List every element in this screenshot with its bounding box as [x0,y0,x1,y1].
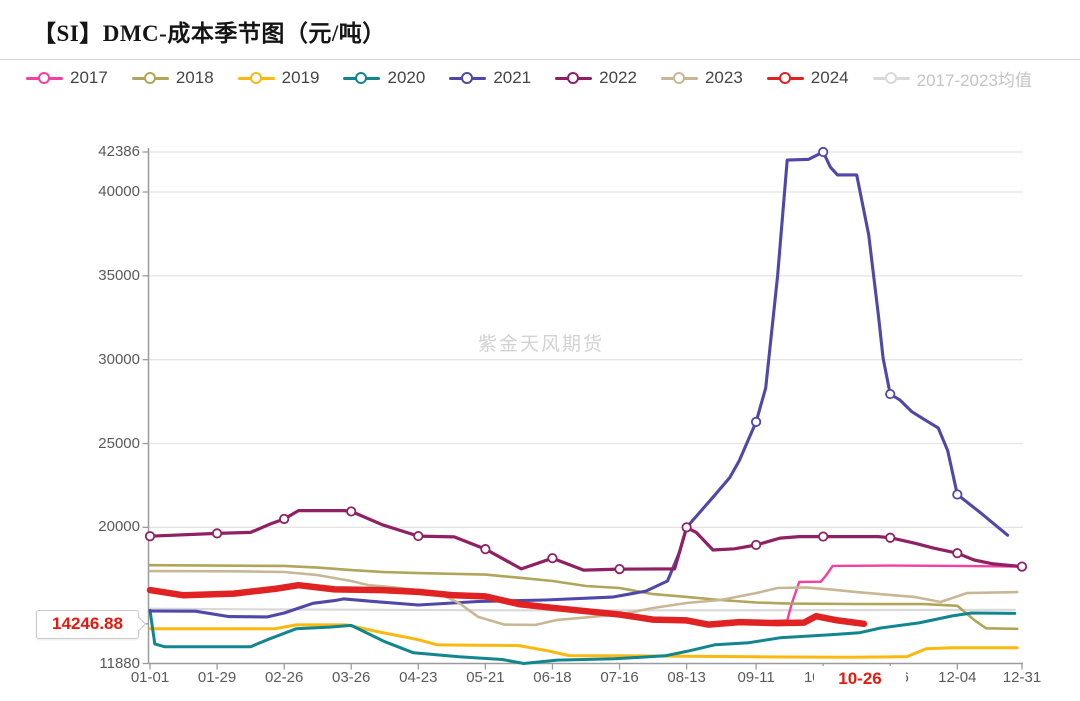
legend-swatch-icon [131,72,169,84]
legend-swatch-icon [449,72,487,84]
y-axis-label-40000: 40000 [98,183,140,200]
y-axis-label-20000: 20000 [98,518,140,536]
legend-label: 2018 [175,68,214,87]
current-date-label: 10-26 [838,668,882,688]
series-marker-2022-03-26 [346,506,357,517]
series-line-2019 [148,623,1019,659]
series-marker-2022-01-29 [211,528,223,539]
series-line-2021 [148,150,1010,619]
series-marker-2022-12-04 [952,548,963,559]
series-marker-2022-01-01 [144,531,156,542]
y-axis-label-30000: 30000 [98,350,140,368]
series-marker-2021-11-06 [885,388,896,400]
legend-label: 2022 [599,68,637,87]
current-date-badge: 10-26 [814,666,906,691]
current-value-callout: 14246.88 [36,609,147,639]
current-value-label: 14246.88 [52,614,123,634]
y-axis-label-35000: 35000 [98,266,140,284]
x-axis-label-01-29: 01-29 [197,669,237,686]
series-marker-2022-05-21 [480,544,491,555]
series-marker-2022-11-06 [885,532,896,543]
legend-swatch-icon [26,72,63,84]
series-line-2022 [148,509,1024,572]
x-axis-label-01-01: 01-01 [130,669,170,686]
legend-item-2021[interactable]: 2021 [449,68,531,88]
legend-swatch-icon [237,72,275,84]
legend-item-2024[interactable]: 2024 [766,68,849,88]
x-axis-label-09-11: 09-11 [737,669,775,686]
legend-label: 2024 [810,68,849,87]
y-axis-label-25000: 25000 [98,434,140,452]
legend-label: 2017 [70,68,108,87]
series-marker-2022-06-18 [547,553,558,564]
legend-item-2020[interactable]: 2020 [343,68,425,88]
x-axis-label-05-21: 05-21 [466,669,505,686]
series-line-2018 [148,563,1019,631]
legend-item-2017[interactable]: 2017 [26,68,108,88]
legend-swatch-icon [660,72,698,84]
x-axis-label-12-04: 12-04 [938,669,977,686]
series-marker-2021-12-04 [952,489,963,500]
legend: 2017 2018 2019 2020 2021 2022 2023 2024 2017-202… [26,65,1056,91]
series-marker-2022-04-23 [413,530,424,542]
series-marker-2022-02-26 [279,513,290,525]
x-axis-label-07-16: 07-16 [600,669,639,686]
y-axis-label-42386: 42386 [98,143,140,160]
series-marker-2021-10-09 [818,146,829,158]
x-axis-label-04-23: 04-23 [399,669,438,686]
legend-swatch-icon [555,72,593,84]
legend-item-2023[interactable]: 2023 [660,68,743,88]
series-line-2023 [148,569,1019,627]
legend-item-2017-2023均值[interactable]: 2017-2023均值 [872,66,1032,91]
legend-label: 2021 [493,68,532,87]
legend-item-2018[interactable]: 2018 [131,68,214,88]
legend-swatch-icon [872,72,910,84]
series-marker-2022-09-11 [750,539,762,551]
legend-label: 2019 [281,68,320,87]
series-marker-2022-08-13 [681,522,692,533]
series-line-2020 [148,608,1017,665]
x-axis-label-03-26: 03-26 [332,669,371,686]
legend-label: 2020 [387,68,426,87]
legend-label: 2023 [704,68,743,87]
x-axis-label-02-26: 02-26 [264,669,304,686]
x-axis-label-06-18: 06-18 [533,669,572,686]
y-axis-label-11880: 11880 [99,654,140,672]
title-separator [0,59,1080,60]
series-line-2017 [771,564,1024,623]
legend-item-2019[interactable]: 2019 [237,68,320,88]
x-axis-label-08-13: 08-13 [667,669,706,686]
series-marker-2021-09-11 [750,416,762,427]
legend-label: 2017-2023均值 [916,70,1032,90]
series-line-2024 [146,581,868,628]
series-marker-2022-12-31 [1016,561,1028,572]
legend-swatch-icon [766,72,804,84]
legend-item-2022[interactable]: 2022 [555,68,637,88]
series-marker-2022-10-09 [818,531,829,542]
watermark: 紫金天风期货 [478,334,605,355]
x-axis-label-12-31: 12-31 [1002,669,1042,686]
series-marker-2022-07-16 [614,564,625,575]
series-line-2017-2023均值 [148,607,1016,612]
legend-swatch-icon [343,72,381,84]
page-title: 【SI】DMC-成本季节图（元/吨） [33,21,386,46]
